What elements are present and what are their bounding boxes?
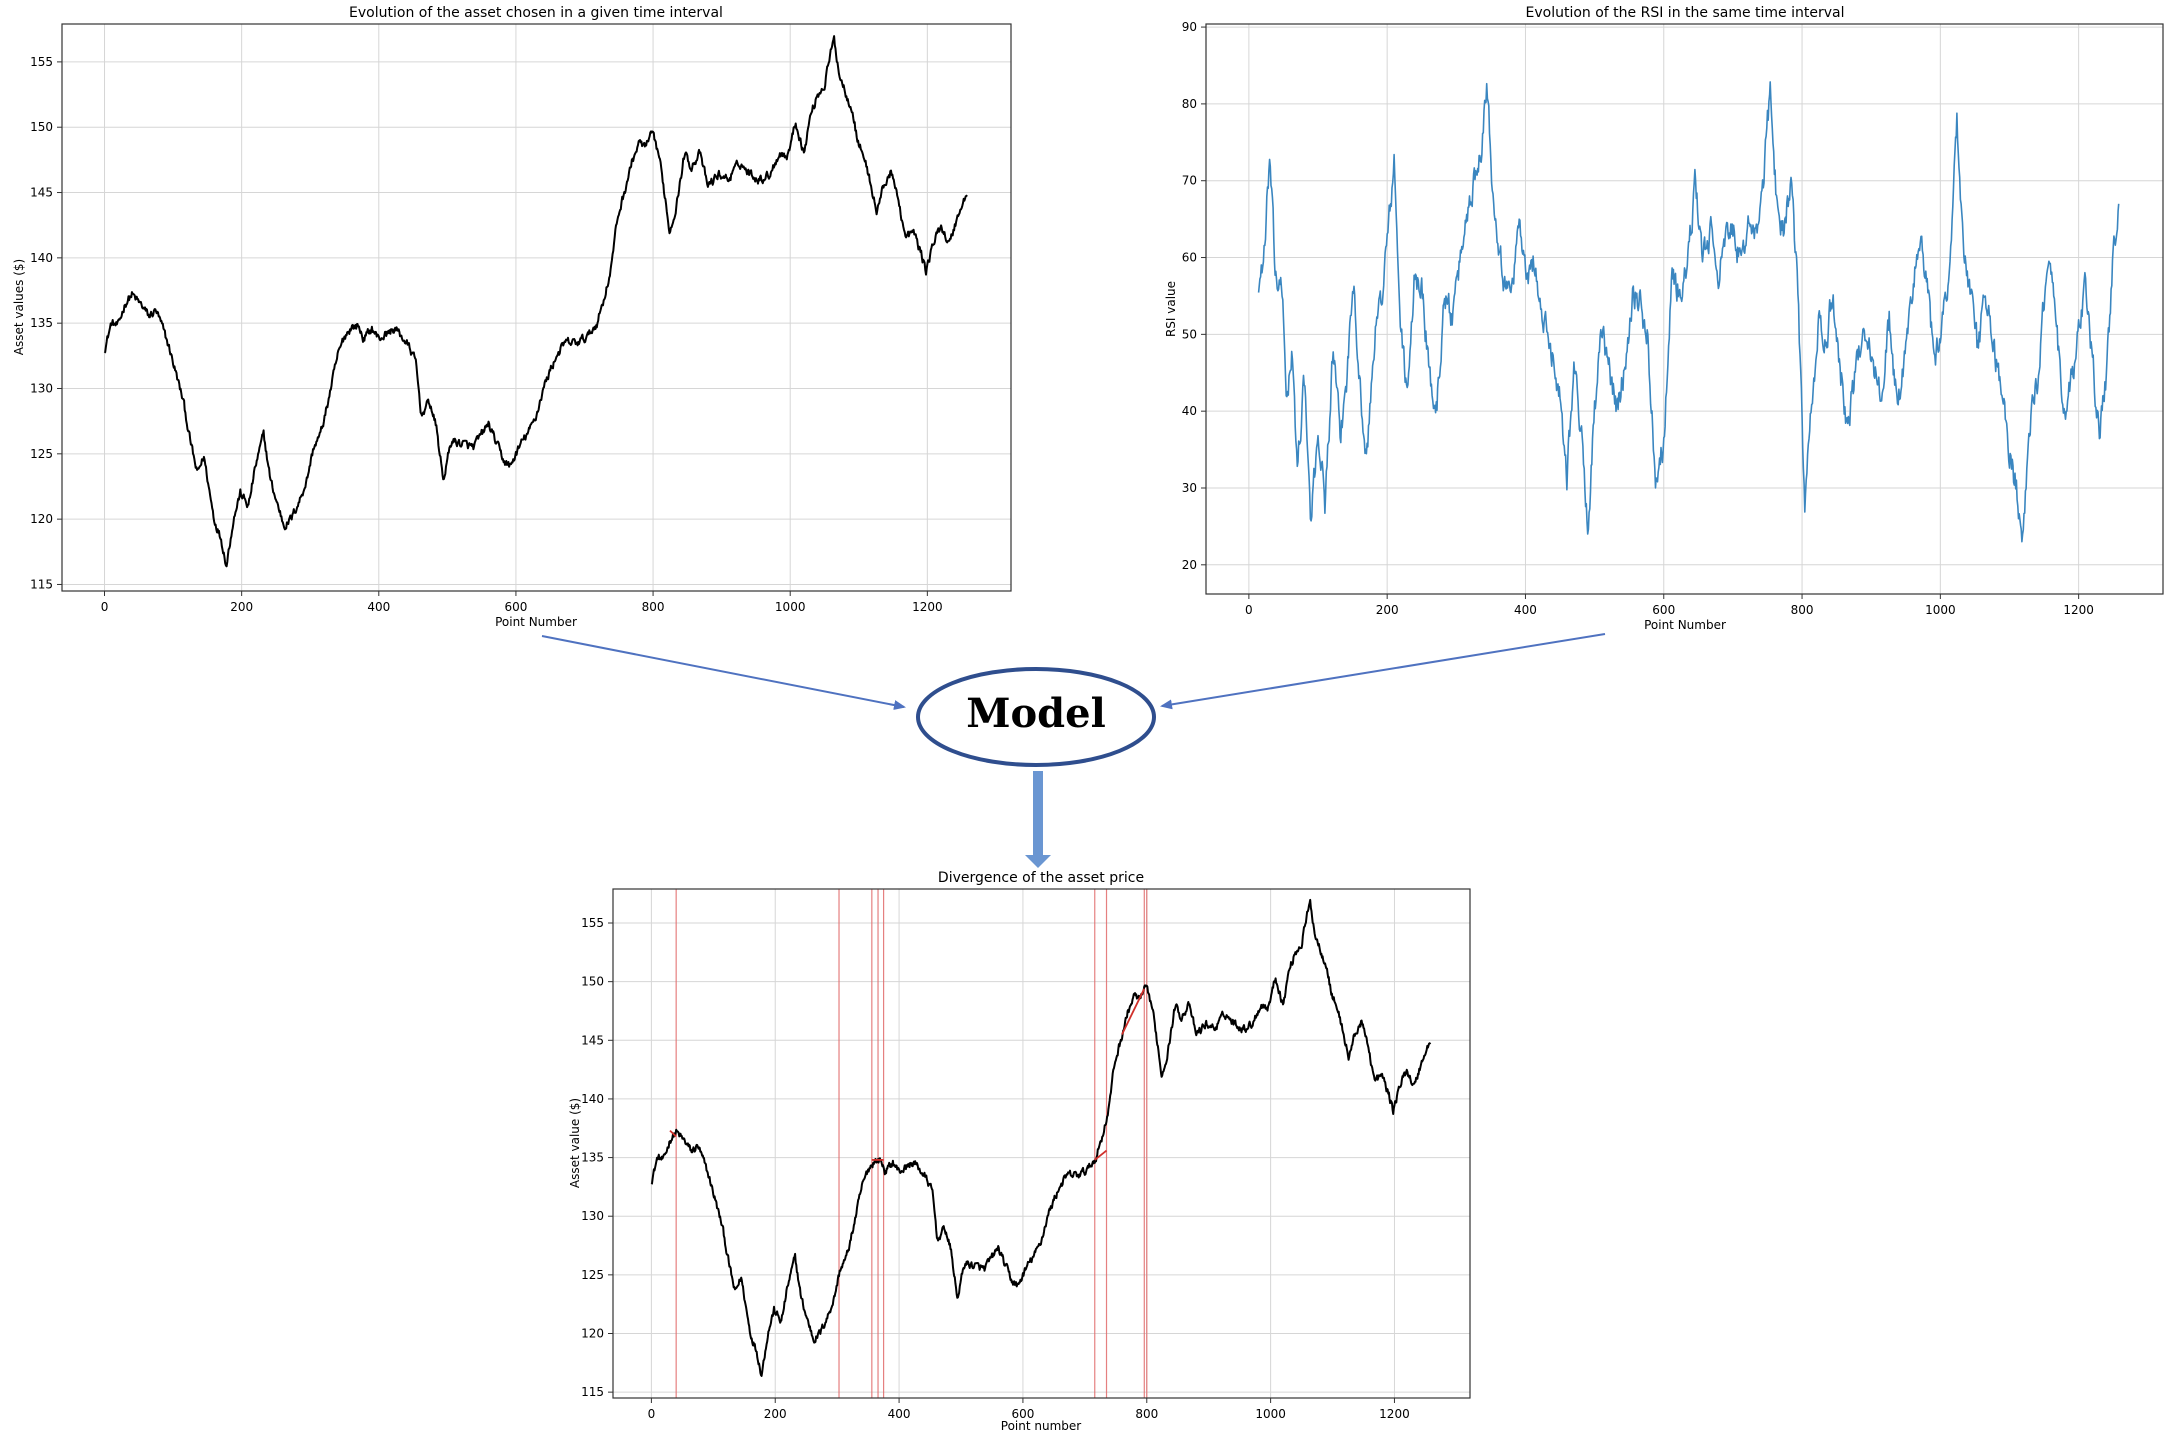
model-label: Model <box>966 690 1106 737</box>
y-tick-label: 90 <box>1182 20 1197 34</box>
asset-series-line <box>103 35 968 568</box>
asset-to-model-arrow <box>541 635 906 710</box>
y-tick-label: 155 <box>581 916 604 930</box>
y-tick-label: 145 <box>581 1033 604 1047</box>
asset-chart-yticks: 115 120 125 130 135 140 145 150 155 <box>30 55 62 591</box>
x-tick-label: 1000 <box>1255 1407 1286 1421</box>
asset-chart-xlabel: Point Number <box>495 615 577 629</box>
divergence-chart-ylabel: Asset value ($) <box>568 1098 582 1188</box>
asset-chart-plot <box>103 35 968 568</box>
x-tick-label: 600 <box>1011 1407 1034 1421</box>
y-tick-label: 150 <box>30 120 53 134</box>
x-tick-label: 400 <box>888 1407 911 1421</box>
rsi-chart-frame <box>1205 23 2164 595</box>
divergence-segment <box>1094 1149 1108 1161</box>
x-tick-label: 1200 <box>912 600 943 614</box>
y-tick-label: 80 <box>1182 97 1197 111</box>
x-tick-label: 0 <box>648 1407 656 1421</box>
x-tick-label: 200 <box>764 1407 787 1421</box>
y-tick-label: 155 <box>30 55 53 69</box>
y-tick-label: 125 <box>581 1268 604 1282</box>
y-tick-label: 130 <box>30 382 53 396</box>
x-tick-label: 800 <box>1135 1407 1158 1421</box>
asset-chart-frame <box>61 23 1012 592</box>
divergence-chart-xlabel: Point number <box>1001 1419 1082 1432</box>
model-node: Model <box>916 667 1156 767</box>
x-tick-label: 800 <box>1791 603 1814 617</box>
x-tick-label: 600 <box>504 600 527 614</box>
y-tick-label: 120 <box>581 1326 604 1340</box>
y-tick-label: 70 <box>1182 174 1197 188</box>
divergence-chart-xticks: 0 200 400 600 800 1000 1200 <box>648 1398 1410 1421</box>
x-tick-label: 0 <box>1245 603 1253 617</box>
y-tick-label: 20 <box>1182 558 1197 572</box>
asset-price-chart: Evolution of the asset chosen in a given… <box>12 5 1012 629</box>
divergence-segments <box>669 988 1146 1161</box>
model-output-arrow <box>1025 771 1051 868</box>
asset-chart-grid <box>62 24 1011 591</box>
rsi-chart-title: Evolution of the RSI in the same time in… <box>1526 5 1845 21</box>
divergence-segment <box>669 1129 677 1138</box>
x-tick-label: 0 <box>101 600 109 614</box>
y-tick-label: 30 <box>1182 481 1197 495</box>
y-tick-label: 60 <box>1182 251 1197 265</box>
y-tick-label: 130 <box>581 1209 604 1223</box>
y-tick-label: 150 <box>581 975 604 989</box>
rsi-chart-ylabel: RSI value <box>1164 281 1178 337</box>
x-tick-label: 1000 <box>775 600 806 614</box>
y-tick-label: 50 <box>1182 327 1197 341</box>
divergence-chart: Divergence of the asset price 0 200 400 600… <box>568 870 1471 1432</box>
divergence-chart-frame <box>612 888 1471 1399</box>
divergence-chart-plot <box>650 898 1432 1377</box>
y-tick-label: 115 <box>30 577 53 591</box>
rsi-chart-grid <box>1206 24 2163 594</box>
rsi-chart-plot <box>1257 81 2120 543</box>
rsi-chart-xlabel: Point Number <box>1644 618 1726 632</box>
divergence-segment <box>1121 988 1146 1035</box>
rsi-chart: Evolution of the RSI in the same time in… <box>1164 5 2164 632</box>
x-tick-label: 600 <box>1652 603 1675 617</box>
y-tick-label: 140 <box>30 251 53 265</box>
x-tick-label: 800 <box>642 600 665 614</box>
y-tick-label: 135 <box>581 1151 604 1165</box>
divergence-chart-title: Divergence of the asset price <box>938 870 1144 886</box>
x-tick-label: 400 <box>367 600 390 614</box>
rsi-chart-xticks: 0 200 400 600 800 1000 1200 <box>1245 594 2094 617</box>
y-tick-label: 135 <box>30 316 53 330</box>
asset-chart-ylabel: Asset values ($) <box>12 259 26 355</box>
asset-chart-xticks: 0 200 400 600 800 1000 1200 <box>101 591 943 614</box>
y-tick-label: 125 <box>30 447 53 461</box>
asset-chart-title: Evolution of the asset chosen in a given… <box>349 5 723 21</box>
x-tick-label: 200 <box>1376 603 1399 617</box>
divergence-series-line <box>650 898 1432 1377</box>
x-tick-label: 1000 <box>1925 603 1956 617</box>
rsi-chart-yticks: 20 30 40 50 60 70 80 90 <box>1182 20 1206 572</box>
y-tick-label: 120 <box>30 512 53 526</box>
y-tick-label: 115 <box>581 1385 604 1399</box>
divergence-markers <box>675 889 1148 1398</box>
y-tick-label: 145 <box>30 186 53 200</box>
x-tick-label: 1200 <box>2063 603 2094 617</box>
model-ellipse <box>916 667 1156 767</box>
divergence-chart-yticks: 115 120 125 130 135 140 145 150 155 <box>581 916 613 1399</box>
rsi-to-model-arrow <box>1160 633 1606 710</box>
y-tick-label: 40 <box>1182 404 1197 418</box>
x-tick-label: 400 <box>1514 603 1537 617</box>
y-tick-label: 140 <box>581 1092 604 1106</box>
rsi-series-line <box>1257 81 2120 543</box>
x-tick-label: 1200 <box>1379 1407 1410 1421</box>
x-tick-label: 200 <box>230 600 253 614</box>
divergence-chart-grid <box>613 889 1470 1398</box>
